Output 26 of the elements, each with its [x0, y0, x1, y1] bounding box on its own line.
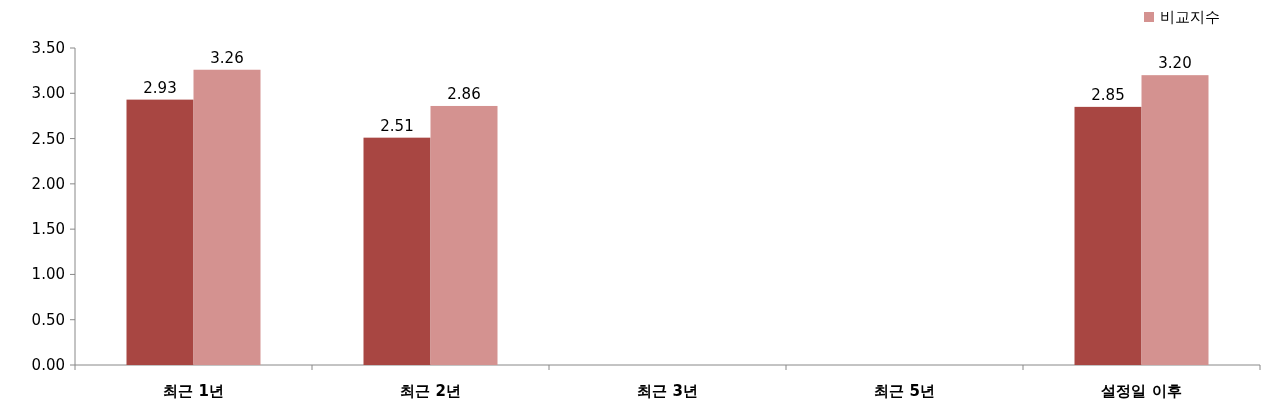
- data-label: 3.26: [210, 48, 244, 67]
- data-label: 2.85: [1091, 85, 1125, 104]
- bar: [126, 99, 194, 365]
- data-label: 2.93: [143, 78, 177, 97]
- x-tick-label: 최근 5년: [874, 382, 935, 400]
- y-tick-label: 0.50: [31, 310, 65, 329]
- y-tick-label: 0.00: [31, 356, 65, 374]
- data-label: 2.51: [380, 116, 414, 135]
- y-tick-label: 1.00: [31, 265, 65, 284]
- x-tick-label: 최근 3년: [637, 382, 698, 400]
- y-tick-label: 2.00: [31, 174, 65, 193]
- data-label: 2.86: [447, 84, 481, 103]
- x-tick-label: 최근 1년: [163, 382, 224, 400]
- bar: [1074, 106, 1142, 365]
- y-tick-label: 3.00: [31, 84, 65, 103]
- x-tick-label: 설정일 이후: [1101, 382, 1182, 400]
- bar: [1141, 75, 1209, 365]
- data-label: 3.20: [1158, 54, 1192, 73]
- y-tick-label: 3.50: [31, 39, 65, 57]
- y-tick-label: 2.50: [31, 129, 65, 148]
- bar: [430, 105, 498, 365]
- bar: [193, 69, 261, 365]
- y-tick-label: 1.50: [31, 220, 65, 239]
- bar: [363, 137, 431, 365]
- legend-label: 비교지수: [1160, 8, 1220, 26]
- x-tick-label: 최근 2년: [400, 382, 461, 400]
